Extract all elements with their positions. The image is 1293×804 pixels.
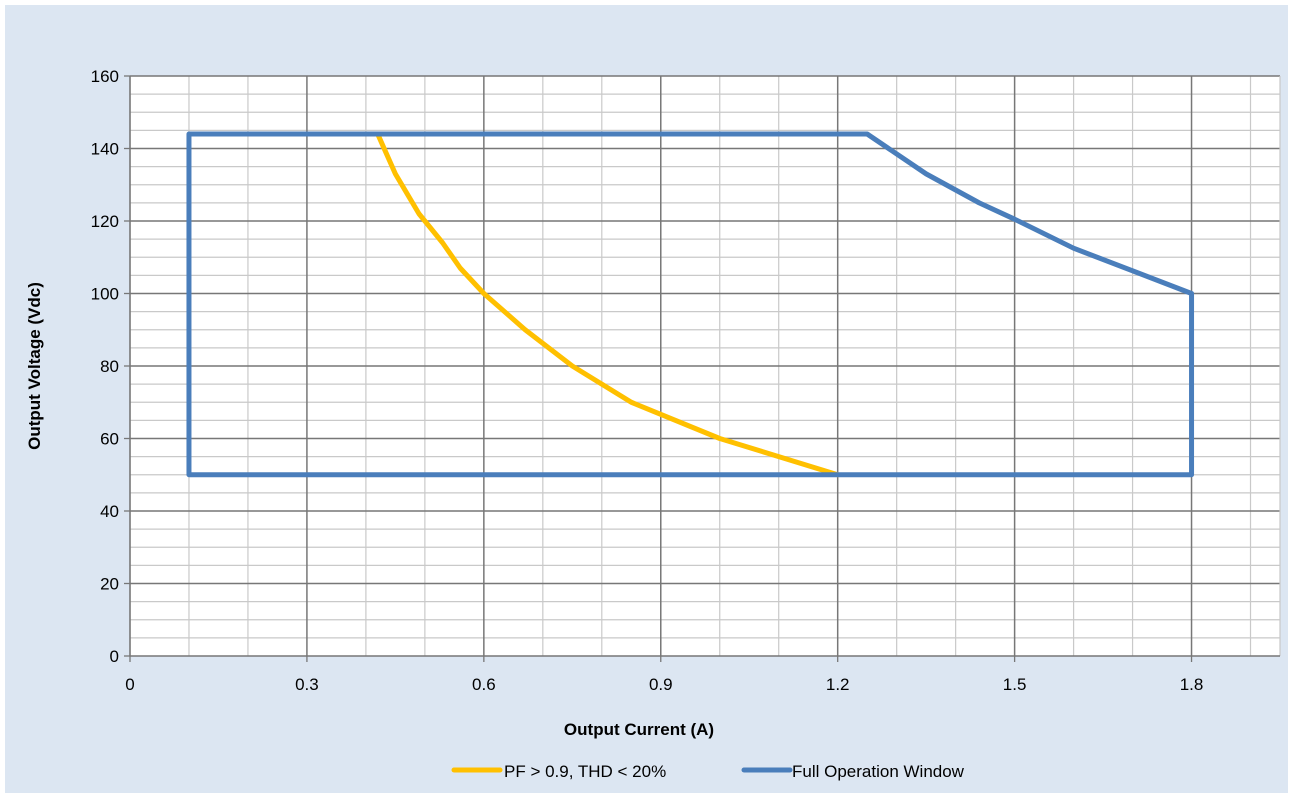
x-axis-tick-labels: 0 0.3 0.6 0.9 1.2 1.5 1.8 [125,675,1203,694]
axes [124,75,1280,662]
y-tick-label-80: 80 [100,357,119,376]
y-tick-label-0: 0 [110,647,119,666]
x-tick-label-0: 0 [125,675,134,694]
x-tick-label-1-5: 1.5 [1003,675,1027,694]
y-axis-tick-labels: 0 20 40 60 80 100 120 140 160 [91,67,119,666]
y-tick-label-100: 100 [91,285,119,304]
y-tick-label-20: 20 [100,575,119,594]
series-lines [186,131,1195,478]
legend-label-full-operation-window: Full Operation Window [792,762,965,781]
series-line-full-operation-window [186,131,1195,478]
y-tick-label-120: 120 [91,212,119,231]
x-tick-label-0-6: 0.6 [472,675,496,694]
x-tick-label-0-9: 0.9 [649,675,673,694]
legend-label-pf-thd: PF > 0.9, THD < 20% [504,762,666,781]
y-tick-label-160: 160 [91,67,119,86]
gridlines [130,75,1281,656]
series-line-pf-thd [375,131,841,478]
x-axis-title: Output Current (A) [564,720,714,739]
y-tick-label-60: 60 [100,430,119,449]
x-tick-label-1-2: 1.2 [826,675,850,694]
x-tick-label-1-8: 1.8 [1180,675,1204,694]
x-tick-label-0-3: 0.3 [295,675,319,694]
legend: PF > 0.9, THD < 20% Full Operation Windo… [451,762,965,781]
y-tick-label-40: 40 [100,502,119,521]
y-axis-title: Output Voltage (Vdc) [25,282,44,450]
y-tick-label-140: 140 [91,140,119,159]
